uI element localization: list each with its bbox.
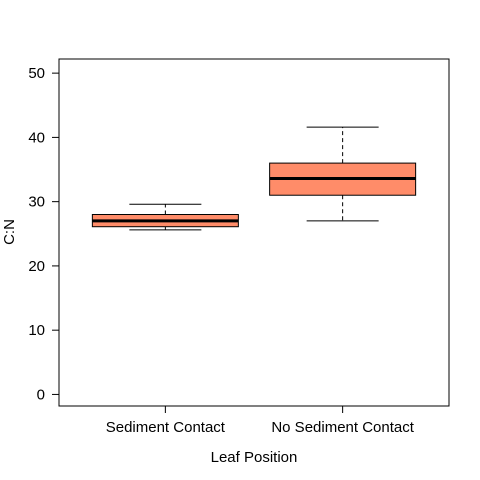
box-sediment-contact <box>91 203 239 231</box>
boxes-layer <box>91 126 417 231</box>
x-axis-title: Leaf Position <box>211 449 298 466</box>
y-axis-title: C:N <box>1 219 18 245</box>
x-tick-label-sediment-contact: Sediment Contact <box>106 419 226 436</box>
box-no-sediment-contact <box>269 126 417 222</box>
x-axis: Sediment Contact No Sediment Contact <box>106 406 415 436</box>
y-axis: 0 10 20 30 40 50 <box>28 65 60 403</box>
y-tick-label-0: 0 <box>37 386 45 403</box>
y-tick-label-50: 50 <box>28 65 45 82</box>
y-tick-label-10: 10 <box>28 322 45 339</box>
x-tick-label-no-sediment-contact: No Sediment Contact <box>271 419 414 436</box>
y-tick-label-30: 30 <box>28 194 45 211</box>
y-tick-label-40: 40 <box>28 129 45 146</box>
y-tick-label-20: 20 <box>28 258 45 275</box>
plot-frame <box>58 58 450 407</box>
